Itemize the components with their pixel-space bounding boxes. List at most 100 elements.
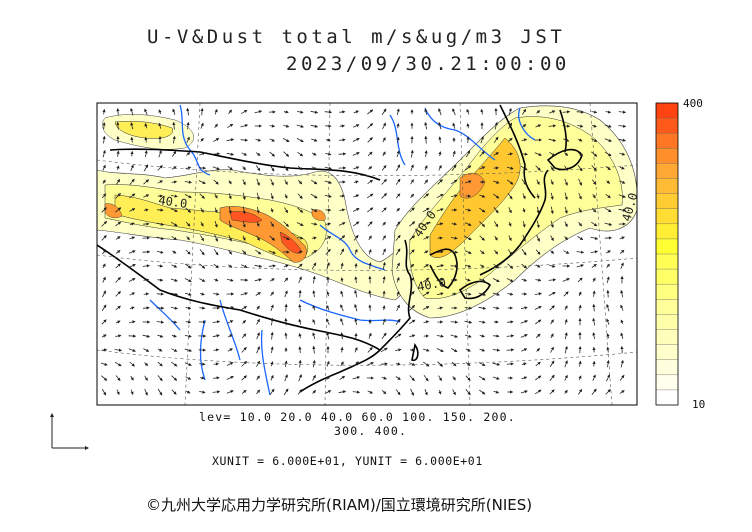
wind-arrow (213, 348, 220, 352)
wind-arrow (367, 346, 373, 353)
wind-arrow (212, 166, 220, 170)
wind-arrow (395, 318, 401, 325)
wind-arrow (171, 250, 177, 254)
wind-arrow (130, 375, 134, 381)
wind-arrow (144, 388, 148, 396)
wind-arrow (395, 221, 401, 227)
wind-arrow (298, 304, 302, 312)
wind-arrow (452, 108, 456, 116)
wind-arrow (170, 306, 178, 310)
wind-arrow (424, 121, 428, 130)
wind-arrow (354, 248, 358, 255)
wind-arrow (311, 152, 317, 156)
dust-region-east-mid (409, 116, 623, 300)
wind-arrow (114, 361, 122, 367)
wind-arrow (381, 164, 387, 171)
wind-arrow (270, 304, 274, 312)
wind-arrow (410, 164, 414, 172)
wind-arrow (367, 151, 373, 157)
wind-arrow (297, 110, 304, 114)
wind-arrow (297, 236, 304, 240)
wind-arrow (564, 360, 568, 368)
wind-arrow (479, 194, 486, 198)
wind-arrow (591, 221, 598, 227)
wind-arrow (143, 208, 149, 212)
wind-arrow (115, 320, 121, 324)
wind-arrow (340, 277, 344, 283)
wind-arrow (422, 277, 430, 283)
wind-arrow (283, 151, 290, 157)
wind-arrow (255, 152, 261, 156)
wind-arrow (270, 317, 274, 326)
river-10 (149, 299, 181, 331)
wind-arrow (521, 362, 527, 366)
wind-arrow (549, 374, 555, 381)
wind-arrow (200, 221, 204, 227)
wind-arrow (354, 303, 358, 312)
wind-arrow (184, 180, 192, 184)
wind-arrow (284, 374, 288, 382)
wind-arrow (465, 278, 471, 282)
wind-arrow (508, 235, 512, 242)
wind-arrow (479, 235, 485, 241)
wind-arrow (549, 110, 556, 114)
wind-arrow (620, 359, 624, 368)
wind-arrow (340, 361, 344, 367)
wind-arrow (436, 278, 445, 282)
colorbar-swatch (656, 148, 678, 164)
wind-arrow (254, 278, 262, 282)
wind-arrow (283, 221, 289, 227)
wind-arrow (184, 194, 192, 198)
wind-arrow (352, 138, 360, 142)
wind-arrow (270, 178, 274, 186)
colorbar-frame (655, 102, 679, 406)
wind-arrow (550, 250, 555, 254)
wind-arrow (324, 110, 333, 114)
wind-arrow (493, 306, 500, 310)
wind-arrow (339, 208, 346, 212)
wind-arrow (185, 320, 192, 324)
wind-arrow (451, 361, 457, 367)
wind-arrow (606, 303, 610, 312)
colorbar-swatch (656, 163, 678, 179)
wind-arrow (465, 264, 472, 268)
wind-arrow (102, 135, 106, 144)
wind-arrow (592, 332, 596, 340)
wind-arrow (550, 235, 554, 242)
wind-arrow (339, 375, 346, 381)
wind-arrow (564, 206, 568, 214)
wind-arrow (493, 207, 499, 214)
wind-arrow (228, 180, 232, 185)
wind-arrows (100, 107, 627, 396)
map-frame (96, 102, 638, 406)
wind-arrow (298, 359, 302, 368)
wind-arrow (493, 136, 499, 143)
wind-arrow (578, 138, 583, 142)
wind-arrow (283, 264, 289, 268)
wind-arrow (395, 376, 401, 380)
contour-levels-line2: 300. 400. (334, 424, 408, 438)
colorbar-swatch (656, 238, 678, 255)
colorbar-swatch (656, 314, 678, 330)
wind-arrow (186, 136, 190, 143)
wind-arrow (325, 236, 332, 240)
wind-arrow (283, 124, 290, 128)
wind-arrow (536, 179, 540, 186)
wind-arrow (144, 362, 149, 367)
wind-arrow (492, 348, 501, 352)
wind-arrow (395, 389, 401, 396)
wind-arrow (325, 152, 332, 156)
wind-arrow (507, 152, 514, 156)
wind-arrow (102, 276, 106, 283)
wind-arrow (618, 124, 627, 128)
wind-arrow (577, 236, 584, 241)
wind-arrow (241, 109, 248, 115)
wind-arrow (184, 334, 192, 338)
wind-arrow (170, 208, 178, 212)
wind-arrow (143, 164, 149, 172)
wind-arrow (381, 207, 387, 213)
colorbar-swatch (656, 208, 678, 225)
wind-arrow (382, 122, 386, 129)
wind-arrow (101, 388, 107, 396)
wind-arrow (437, 236, 443, 240)
